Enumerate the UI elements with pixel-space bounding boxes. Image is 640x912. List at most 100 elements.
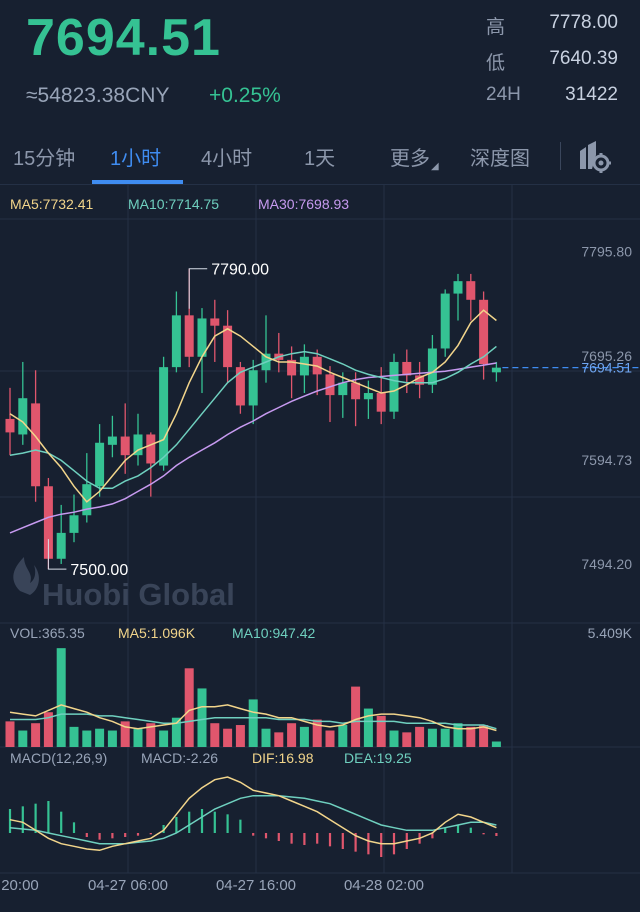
candle-body — [248, 370, 258, 406]
tab-15min[interactable]: 15分钟 — [13, 148, 76, 170]
candle-body — [223, 325, 233, 368]
time-axis: 20:00 04-27 06:00 04-27 16:00 04-28 02:00 — [1, 877, 424, 894]
volume-bar — [31, 723, 41, 747]
candle-body — [159, 367, 169, 466]
ticker-header: 7694.51 ≈54823.38CNY +0.25% 高 7778.00 低 … — [0, 0, 640, 130]
volume-bar — [146, 723, 156, 747]
chart-grid — [0, 185, 640, 874]
cny-price: ≈54823.38CNY — [26, 84, 170, 107]
volume-bar — [389, 730, 399, 747]
volume-bar — [235, 725, 245, 747]
watermark: Huobi Global — [13, 557, 235, 612]
macd-hist-bar — [277, 833, 280, 841]
volume-bar — [95, 728, 105, 747]
volume-bar — [107, 730, 117, 747]
macd-hist-bar — [34, 803, 37, 833]
kline-chart[interactable]: Huobi Global MA5:7732.41 MA10:7714.75 MA… — [0, 185, 640, 912]
ma-lines — [9, 309, 497, 534]
volume-bar — [120, 721, 130, 747]
volume-bar — [43, 712, 53, 747]
candle-body — [197, 318, 207, 357]
tab-more[interactable]: 更多◢ — [390, 142, 439, 172]
low-price-label: 7500.00 — [70, 562, 128, 579]
candle-body — [363, 393, 373, 400]
macd-params: MACD(12,26,9) — [10, 750, 107, 766]
volume-bar — [274, 732, 284, 747]
watermark-text: Huobi Global — [42, 577, 235, 612]
dif-line — [9, 776, 497, 852]
candle-body — [351, 382, 361, 400]
candle-body — [479, 299, 489, 365]
volume-bar — [69, 726, 79, 747]
candle-body — [338, 382, 348, 396]
candle-body — [82, 484, 92, 516]
candle-body — [43, 486, 53, 559]
candle-body — [235, 367, 245, 406]
candles — [5, 268, 501, 570]
volume-bar — [363, 708, 373, 747]
time-tick-label: 04-27 16:00 — [216, 877, 296, 894]
macd-hist-bar — [60, 811, 63, 833]
chart-settings-button[interactable] — [576, 139, 612, 175]
candle-body — [466, 281, 476, 300]
volume-bar — [299, 726, 309, 747]
macd-hist-bar — [341, 833, 344, 849]
ma5-line — [9, 309, 497, 503]
macd-value: MACD:-2.26 — [141, 750, 218, 766]
macd-hist-bar — [213, 811, 216, 833]
candle-body — [389, 361, 399, 412]
candle-body — [120, 436, 130, 456]
macd-legend: MACD(12,26,9) MACD:-2.26 DIF:16.98 DEA:1… — [10, 750, 412, 766]
volume-bar — [56, 648, 66, 747]
volume-bar — [18, 730, 28, 747]
macd-hist-bar — [200, 809, 204, 833]
candle-body — [95, 442, 105, 487]
price-tick-label: 7494.20 — [581, 556, 632, 572]
macd-hist-bar — [85, 833, 88, 837]
macd-hist-bar — [482, 833, 485, 835]
volume-bar — [338, 725, 348, 747]
ma-legend: MA5:7732.41 MA10:7714.75 MA30:7698.93 — [10, 196, 349, 212]
candle-body — [5, 418, 15, 433]
tab-divider — [560, 142, 561, 170]
macd-hist-bar — [290, 833, 293, 844]
candle-body — [453, 281, 463, 294]
candle-body — [427, 348, 437, 385]
macd-hist-bar — [264, 833, 268, 839]
macd-hist-bar — [111, 833, 114, 839]
flame-logo-icon — [13, 557, 39, 595]
tab-depth-chart[interactable]: 深度图 — [470, 148, 530, 170]
volume-bar — [351, 686, 361, 747]
candle-body — [325, 374, 335, 396]
tab-1day[interactable]: 1天 — [304, 148, 336, 170]
tab-4hour[interactable]: 4小时 — [201, 148, 253, 170]
price-tick-label: 7795.80 — [581, 244, 632, 260]
volume-ma-lines — [9, 704, 497, 732]
macd-hist-bar — [303, 833, 306, 845]
low-marker-line — [47, 539, 67, 570]
macd-hist-bar — [252, 833, 255, 836]
price-tick-label: 7594.73 — [581, 452, 632, 468]
tab-1hour[interactable]: 1小时 — [110, 148, 162, 170]
macd-hist-bar — [226, 814, 229, 833]
ma10-legend: MA10:7714.75 — [128, 196, 219, 212]
candle-body — [18, 398, 28, 435]
macd-hist-bar — [72, 822, 76, 833]
macd-hist-bar — [175, 817, 178, 833]
candle-body — [31, 403, 41, 487]
last-price: 7694.51 — [26, 9, 221, 67]
volume-bar — [133, 728, 143, 747]
volume-bar — [261, 728, 271, 747]
time-tick-label: 04-27 06:00 — [88, 877, 168, 894]
vol-ma10-legend: MA10:947.42 — [232, 625, 315, 641]
candle-body — [69, 515, 79, 533]
volume-bar — [312, 719, 322, 747]
volume-24h-label: 24H — [486, 84, 521, 105]
macd-hist-bar — [367, 833, 370, 855]
high-low-labels: 7790.00 7500.00 — [47, 262, 269, 579]
macd-hist-bar — [380, 833, 383, 857]
volume-bar — [479, 725, 489, 747]
volume-axis-max: 5.409K — [588, 625, 633, 641]
time-tick-label: 04-28 02:00 — [344, 877, 424, 894]
triangle-down-icon: ◢ — [431, 161, 439, 172]
